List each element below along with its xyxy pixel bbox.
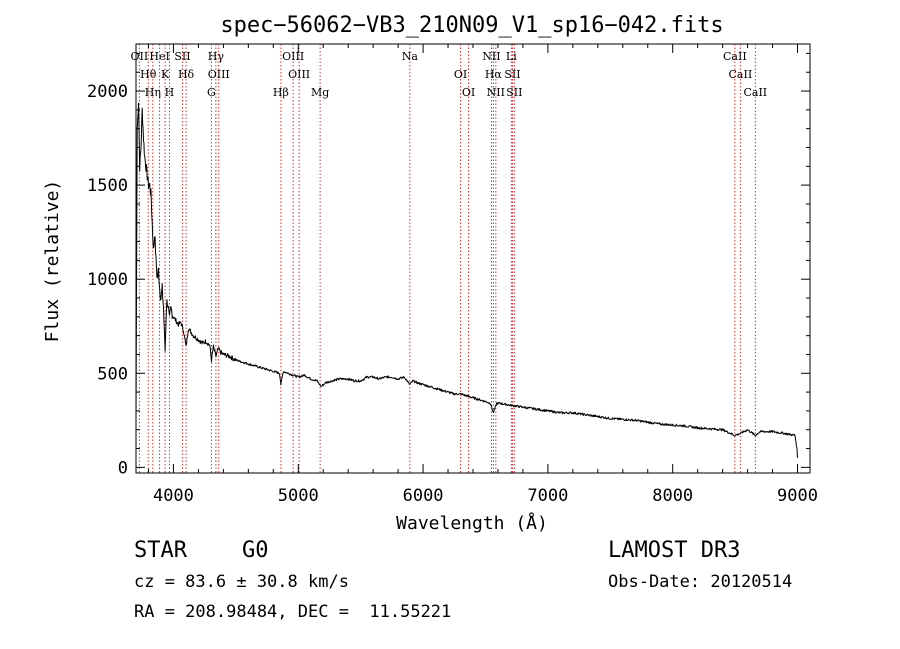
spectral-line-label: G (207, 86, 216, 99)
object-class: STAR (134, 538, 187, 563)
spectral-line-label: OIII (208, 68, 230, 81)
redshift-velocity: cz = 83.6 ± 30.8 km/s (134, 572, 349, 592)
spectral-line-label: HeI (149, 50, 169, 63)
x-tick-label: 4000 (153, 486, 194, 506)
spectral-line-label: OI (462, 86, 475, 99)
spectral-line-label: Li (506, 50, 517, 63)
spectral-line-label: SII (506, 86, 522, 99)
y-tick-label: 500 (97, 364, 128, 384)
spectral-line-label: Mg (311, 86, 329, 99)
spectral-line-label: NII (487, 86, 505, 99)
y-tick-label: 2000 (87, 82, 128, 102)
x-tick-label: 6000 (403, 486, 444, 506)
spectrum-chart: 4000 5000 6000 7000 8000 9000 0 500 1000 1500 2000… (42, 13, 818, 534)
spectral-line-label: Na (402, 50, 419, 63)
spectral-line-label: OIII (288, 68, 310, 81)
x-tick-label: 7000 (527, 486, 568, 506)
spectral-line-label: SII (504, 68, 520, 81)
spectral-line-label: SII (174, 50, 190, 63)
object-subclass: G0 (242, 538, 269, 563)
spectral-line-label: K (161, 68, 170, 81)
spectral-line-label: CaII (723, 50, 747, 63)
spectral-line-label: Hβ (273, 86, 289, 99)
plot-frame (135, 43, 811, 474)
y-axis-label: Flux (relative) (42, 180, 63, 343)
y-tick-label: 0 (118, 458, 128, 478)
spectral-line-label: CaII (743, 86, 767, 99)
x-tick-label: 8000 (652, 486, 693, 506)
axis-ticks: 4000 5000 6000 7000 8000 9000 0 500 1000 1500 2000 (87, 44, 818, 506)
spectral-line-label: NII (482, 50, 500, 63)
chart-title: spec−56062−VB3_210N09_V1_sp16−042.fits (220, 13, 723, 38)
x-axis-label: Wavelength (Å) (396, 512, 548, 534)
y-tick-label: 1000 (87, 270, 128, 290)
sky-coordinates: RA = 208.98484, DEC = 11.55221 (134, 602, 452, 622)
spectral-line-label: OII (131, 50, 149, 63)
spectral-line-label: Hθ (140, 68, 157, 81)
spectral-line-label: CaII (729, 68, 753, 81)
spectral-line-labels: OIIHθHηHeIKHSIIHδGHγOIIIHβOIIIOIIIMgNaOI… (131, 50, 768, 99)
spectral-line-label: OI (454, 68, 467, 81)
x-tick-label: 5000 (278, 486, 319, 506)
x-tick-label: 9000 (777, 486, 818, 506)
observation-date: Obs-Date: 20120514 (608, 572, 793, 592)
spectral-line-label: OIII (282, 50, 304, 63)
y-tick-label: 1500 (87, 176, 128, 196)
spectral-line-label: Hδ (178, 68, 195, 81)
spectral-line-label: Hη (145, 86, 161, 99)
spectral-line-label: H (165, 86, 175, 99)
series-layer (135, 102, 798, 458)
spectral-line-markers (138, 44, 756, 473)
spectral-line-label: Hα (485, 68, 503, 81)
survey-name: LAMOST DR3 (608, 538, 741, 563)
spectrum-line (135, 102, 798, 458)
spectral-line-label: Hγ (208, 50, 225, 63)
